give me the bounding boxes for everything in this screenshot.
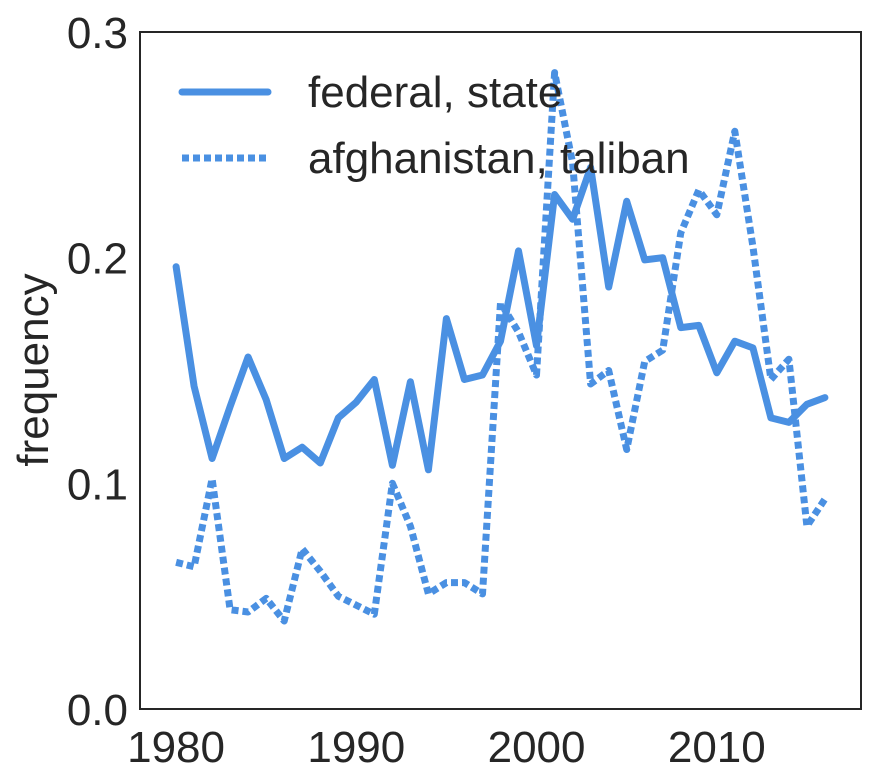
y-tick-label: 0.2 — [67, 235, 128, 284]
x-tick-label: 2010 — [668, 723, 766, 772]
x-tick-label: 1990 — [307, 723, 405, 772]
y-tick-label: 0.3 — [67, 9, 128, 58]
legend-label-2: afghanistan, taliban — [308, 134, 690, 183]
y-tick-label: 0.1 — [67, 460, 128, 509]
y-tick-labels: 0.0 0.1 0.2 0.3 — [67, 9, 128, 735]
legend-label-1: federal, state — [308, 68, 562, 117]
x-tick-labels: 1980 1990 2000 2010 — [127, 723, 766, 772]
series-layer — [172, 69, 829, 625]
plot-area-border — [139, 31, 862, 710]
legend: federal, state afghanistan, taliban — [178, 68, 690, 183]
x-tick-label: 2000 — [488, 723, 586, 772]
series-line-2 — [175, 69, 828, 625]
x-tick-label: 1980 — [127, 723, 225, 772]
y-axis-label: frequency — [9, 273, 58, 466]
y-tick-label: 0.0 — [67, 686, 128, 735]
